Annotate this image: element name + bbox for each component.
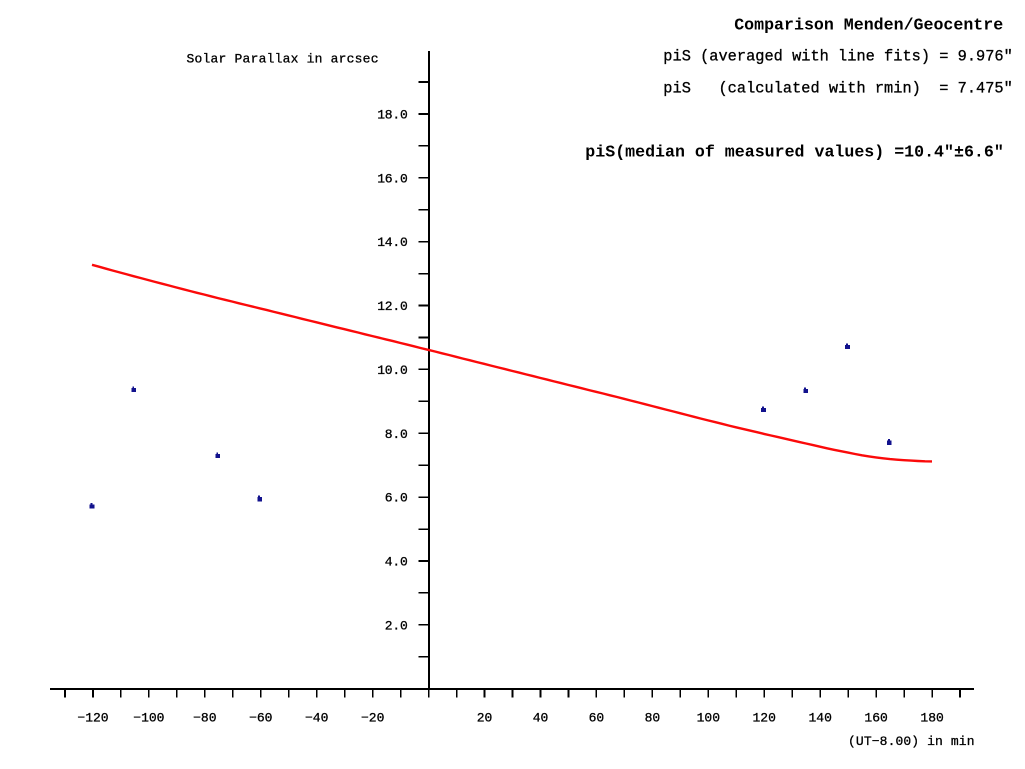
svg-text:piS (calculated with rmin): piS (calculated with rmin) = 7.475" bbox=[663, 79, 1013, 97]
svg-text:(UT−8.00) in min: (UT−8.00) in min bbox=[848, 734, 975, 749]
svg-text:10.0: 10.0 bbox=[377, 363, 408, 378]
svg-text:−60: −60 bbox=[249, 711, 272, 726]
svg-text:2.0: 2.0 bbox=[385, 618, 408, 633]
svg-text:18.0: 18.0 bbox=[377, 108, 408, 123]
svg-text:Solar Parallax in arcsec: Solar Parallax in arcsec bbox=[187, 51, 379, 66]
svg-text:40: 40 bbox=[533, 711, 549, 726]
svg-text:Comparison Menden/Geocentre: Comparison Menden/Geocentre bbox=[734, 15, 1003, 34]
svg-text:100: 100 bbox=[697, 711, 720, 726]
svg-text:−80: −80 bbox=[193, 711, 216, 726]
svg-text:120: 120 bbox=[753, 711, 776, 726]
svg-text:12.0: 12.0 bbox=[377, 299, 408, 314]
svg-text:14.0: 14.0 bbox=[377, 235, 408, 250]
svg-text:8.0: 8.0 bbox=[385, 427, 408, 442]
svg-text:−120: −120 bbox=[77, 711, 108, 726]
svg-text:16.0: 16.0 bbox=[377, 171, 408, 186]
svg-text:160: 160 bbox=[864, 711, 887, 726]
svg-text:140: 140 bbox=[809, 711, 832, 726]
svg-text:piS (averaged with line fits): piS (averaged with line fits) = 9.976" bbox=[663, 47, 1013, 65]
svg-text:180: 180 bbox=[920, 711, 943, 726]
svg-text:6.0: 6.0 bbox=[385, 491, 408, 506]
svg-text:piS(median of measured values): piS(median of measured values) =10.4"±6.… bbox=[585, 143, 1004, 162]
svg-text:20: 20 bbox=[477, 711, 493, 726]
svg-text:−20: −20 bbox=[361, 711, 384, 726]
svg-text:80: 80 bbox=[645, 711, 661, 726]
svg-text:60: 60 bbox=[589, 711, 605, 726]
svg-text:4.0: 4.0 bbox=[385, 555, 408, 570]
svg-text:−100: −100 bbox=[133, 711, 164, 726]
svg-text:−40: −40 bbox=[305, 711, 328, 726]
